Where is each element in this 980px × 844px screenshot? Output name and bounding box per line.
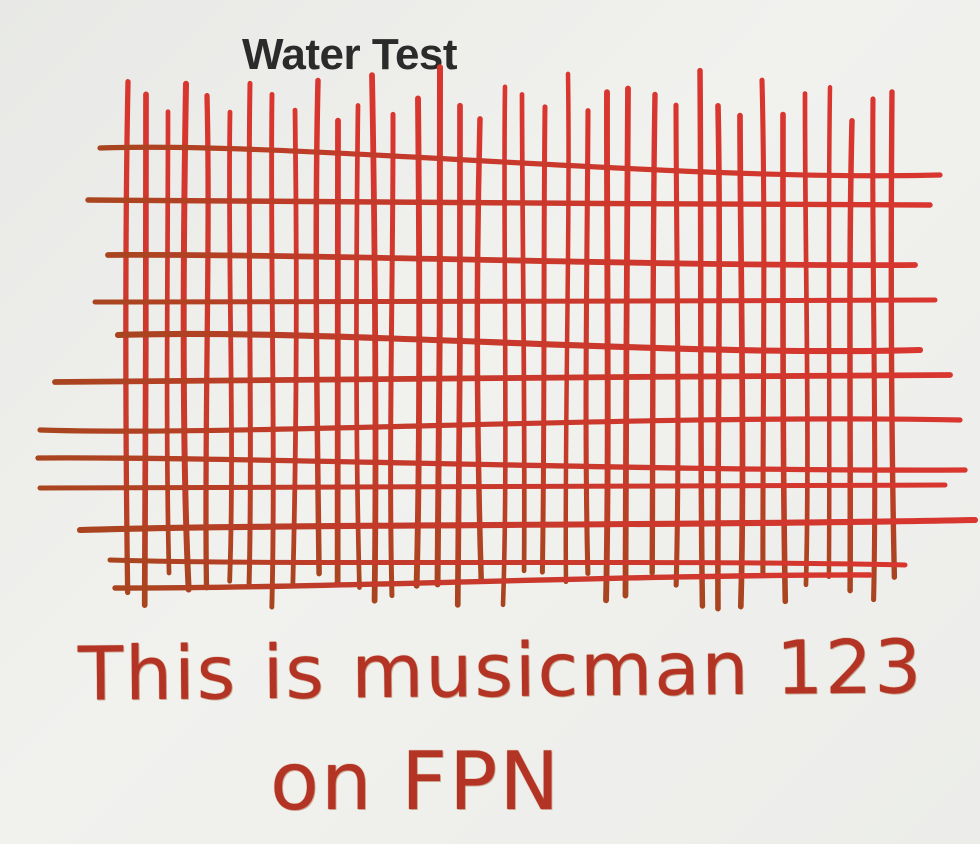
vertical-ink-stroke [649, 91, 658, 576]
horizontal-ink-stroke [76, 516, 979, 534]
vertical-ink-stroke [673, 102, 681, 588]
horizontal-ink-stroke [35, 455, 968, 473]
vertical-ink-strokes [123, 64, 898, 612]
vertical-ink-stroke [697, 67, 706, 609]
horizontal-ink-stroke [37, 482, 948, 491]
horizontal-ink-stroke [85, 197, 933, 208]
vertical-ink-stroke [737, 112, 746, 610]
horizontal-ink-stroke [97, 144, 943, 179]
vertical-ink-stroke [354, 103, 362, 590]
vertical-ink-stroke [563, 71, 571, 585]
horizontal-ink-stroke [105, 251, 918, 269]
vertical-ink-stroke [826, 85, 833, 579]
vertical-ink-stroke [583, 108, 591, 577]
horizontal-ink-strokes [35, 144, 979, 591]
vertical-ink-stroke [269, 91, 276, 610]
horizontal-ink-stroke [52, 372, 953, 385]
vertical-ink-stroke [474, 116, 484, 584]
vertical-ink-stroke [141, 91, 150, 609]
vertical-ink-stroke [313, 77, 322, 577]
vertical-ink-stroke [203, 92, 211, 591]
vertical-ink-stroke [290, 107, 299, 589]
vertical-ink-stroke [847, 118, 855, 594]
vertical-ink-stroke [802, 91, 810, 588]
vertical-ink-stroke [888, 89, 898, 580]
vertical-ink-stroke [434, 64, 444, 588]
vertical-ink-stroke [715, 102, 723, 612]
horizontal-ink-stroke [112, 572, 873, 591]
water-test-title: Water Test [242, 30, 458, 79]
vertical-ink-stroke [500, 84, 508, 608]
horizontal-ink-stroke [107, 557, 908, 568]
vertical-ink-stroke [454, 102, 464, 608]
vertical-ink-stroke [622, 85, 631, 599]
handwritten-line-1: This is musicman 123 [77, 624, 924, 718]
vertical-ink-stroke [759, 77, 767, 576]
horizontal-ink-stroke [92, 297, 938, 305]
vertical-ink-stroke [539, 104, 548, 575]
vertical-ink-stroke [519, 92, 527, 574]
vertical-ink-stroke [164, 109, 172, 576]
vertical-ink-stroke [780, 111, 789, 605]
horizontal-ink-stroke [37, 416, 963, 434]
handwritten-line-2: on FPN [270, 735, 562, 828]
vertical-ink-stroke [388, 111, 396, 599]
vertical-ink-stroke [227, 109, 234, 584]
horizontal-ink-stroke [114, 330, 924, 355]
